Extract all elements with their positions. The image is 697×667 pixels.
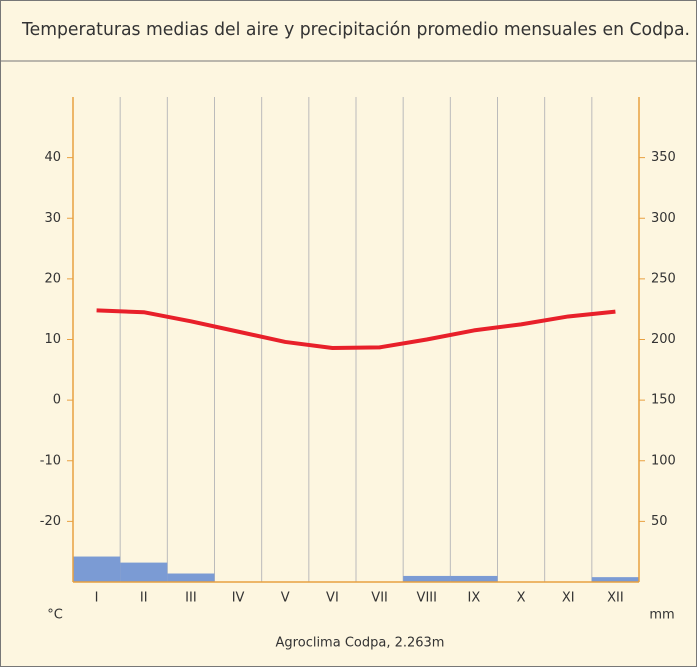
y2-tick-label: 200 <box>651 332 676 347</box>
y-tick-label: -10 <box>40 453 61 468</box>
y-tick-label: 0 <box>53 393 61 408</box>
x-tick-label: VIII <box>417 591 437 606</box>
y2-unit: mm <box>649 608 674 623</box>
x-tick-label: I <box>95 591 99 606</box>
y-tick-label: 10 <box>44 332 61 347</box>
temperature-line <box>96 308 616 350</box>
x-tick-label: X <box>517 591 526 606</box>
x-tick-label: VII <box>371 591 388 606</box>
y-unit: °C <box>47 608 63 623</box>
bar <box>591 577 639 582</box>
y-tick-label: 30 <box>44 211 61 226</box>
y2-tick-label: 350 <box>651 150 676 165</box>
y-tick-label: 20 <box>44 271 61 286</box>
y2-tick-label: 150 <box>651 393 676 408</box>
y2-tick-label: 100 <box>651 453 676 468</box>
y2-tick-label: 50 <box>651 514 668 529</box>
x-tick-label: IX <box>468 591 481 606</box>
y2-tick-label: 250 <box>651 271 676 286</box>
bar <box>73 556 121 582</box>
x-tick-label: III <box>185 591 197 606</box>
x-tick-label: XI <box>562 591 575 606</box>
x-tick-label: IV <box>232 591 245 606</box>
bar <box>450 575 498 582</box>
caption: Agroclima Codpa, 2.263m <box>276 636 445 651</box>
bar <box>403 575 451 582</box>
x-tick-label: II <box>140 591 148 606</box>
y2-tick-label: 300 <box>651 211 676 226</box>
x-tick-label: V <box>281 591 290 606</box>
y-tick-label: 40 <box>44 150 61 165</box>
y-tick-label: -20 <box>40 514 61 529</box>
x-tick-label: XII <box>607 591 624 606</box>
x-tick-label: VI <box>326 591 339 606</box>
bar <box>167 573 215 582</box>
bar <box>120 562 168 582</box>
chart-title: Temperaturas medias del aire y precipita… <box>21 19 690 40</box>
